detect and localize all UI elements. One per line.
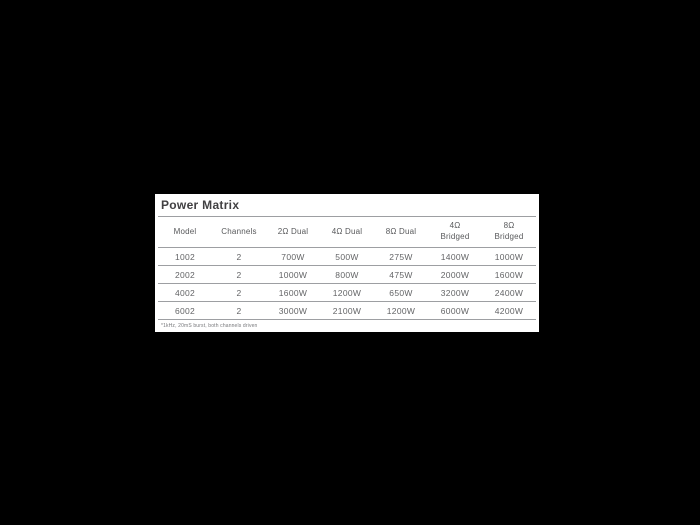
table-cell: 1000W <box>266 265 320 284</box>
page-title: Power Matrix <box>158 197 536 217</box>
table-cell: 2100W <box>320 301 374 320</box>
table-cell: 500W <box>320 247 374 266</box>
table-header: Model Channels 2Ω Dual 4Ω Dual 8Ω Dual 4Ω Bri… <box>158 217 536 248</box>
column-header: 4Ω Bridged <box>428 217 482 248</box>
table-cell: 1000W <box>482 247 536 266</box>
table-cell: 2400W <box>482 283 536 302</box>
table-cell: 2 <box>212 301 266 320</box>
table-cell: 4002 <box>158 283 212 302</box>
header-row: Model Channels 2Ω Dual 4Ω Dual 8Ω Dual 4Ω Bri… <box>158 217 536 248</box>
table-row: 2002 2 1000W 800W 475W 2000W 1600W <box>158 265 536 284</box>
table-cell: 650W <box>374 283 428 302</box>
table-cell: 1002 <box>158 247 212 266</box>
table-cell: 6000W <box>428 301 482 320</box>
table-cell: 700W <box>266 247 320 266</box>
table-footnote: *1kHz, 20mS burst, both channels driven <box>161 323 258 329</box>
table-cell: 1400W <box>428 247 482 266</box>
table-cell: 4200W <box>482 301 536 320</box>
table-cell: 2 <box>212 247 266 266</box>
table-row: 6002 2 3000W 2100W 1200W 6000W 4200W <box>158 301 536 320</box>
table-cell: 1600W <box>266 283 320 302</box>
table-cell: 2 <box>212 283 266 302</box>
table-cell: 6002 <box>158 301 212 320</box>
table-row: 1002 2 700W 500W 275W 1400W 1000W <box>158 247 536 266</box>
column-header: 4Ω Dual <box>320 217 374 248</box>
column-header: Model <box>158 217 212 248</box>
table-cell: 3000W <box>266 301 320 320</box>
table-cell: 800W <box>320 265 374 284</box>
power-matrix-table: Model Channels 2Ω Dual 4Ω Dual 8Ω Dual 4Ω Bri… <box>158 217 536 320</box>
column-header: 8Ω Bridged <box>482 217 536 248</box>
table-cell: 1200W <box>320 283 374 302</box>
table-body: 1002 2 700W 500W 275W 1400W 1000W 2002 2 1000W 800… <box>158 247 536 320</box>
column-header: 8Ω Dual <box>374 217 428 248</box>
table-cell: 1200W <box>374 301 428 320</box>
table-cell: 3200W <box>428 283 482 302</box>
power-matrix-panel: Power Matrix Model Channels 2Ω Dual 4Ω Dual… <box>155 194 539 332</box>
table-cell: 2 <box>212 265 266 284</box>
table-cell: 1600W <box>482 265 536 284</box>
table-cell: 2002 <box>158 265 212 284</box>
column-header: Channels <box>212 217 266 248</box>
table-cell: 2000W <box>428 265 482 284</box>
table-row: 4002 2 1600W 1200W 650W 3200W 2400W <box>158 283 536 302</box>
table-cell: 275W <box>374 247 428 266</box>
column-header: 2Ω Dual <box>266 217 320 248</box>
table-cell: 475W <box>374 265 428 284</box>
